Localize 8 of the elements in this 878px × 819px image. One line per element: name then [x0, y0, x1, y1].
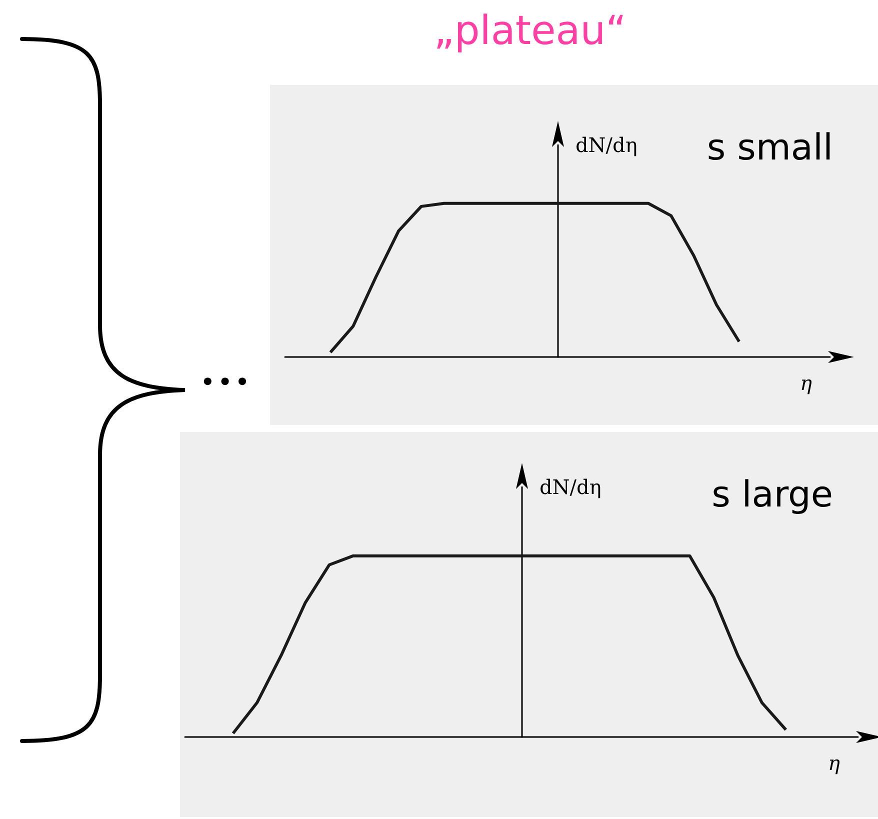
y-axis-title: dN/dη: [540, 475, 602, 499]
text: s large: [712, 474, 834, 516]
text: s small: [706, 128, 834, 168]
chart-title: „plateau“: [432, 8, 628, 54]
x-axis-title: η: [800, 371, 812, 395]
text: •••: [200, 368, 252, 398]
x-axis-title: η: [828, 751, 840, 775]
y-axis-title: dN/dη: [576, 133, 638, 157]
